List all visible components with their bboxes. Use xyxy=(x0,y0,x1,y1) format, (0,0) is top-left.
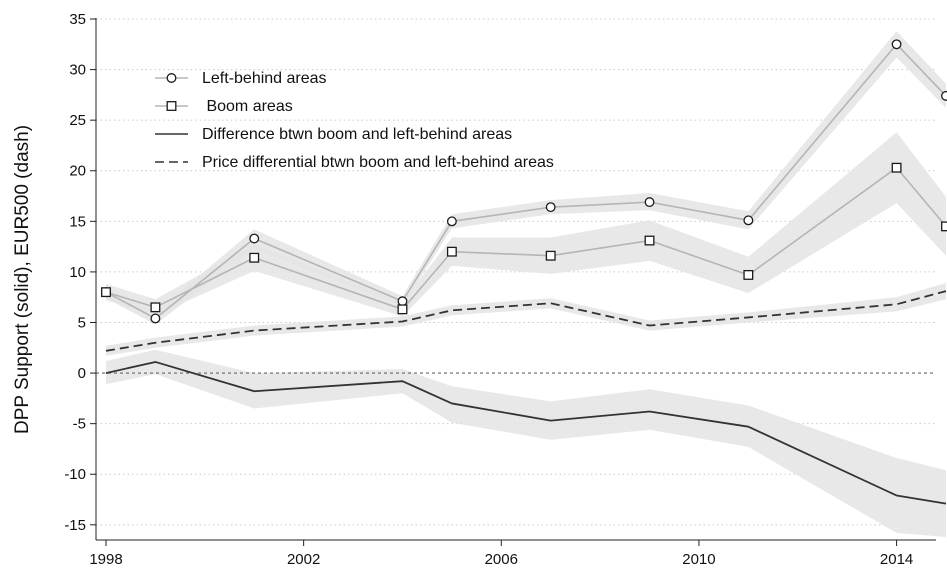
legend-label: Price differential btwn boom and left-be… xyxy=(202,154,554,171)
grid-lines xyxy=(96,18,936,526)
x-tick-label: 2014 xyxy=(880,551,913,568)
data-point xyxy=(397,304,408,315)
legend-marker xyxy=(166,101,177,111)
y-tick-label: 35 xyxy=(69,11,86,28)
series-line xyxy=(105,166,947,311)
data-point xyxy=(249,252,260,263)
data-point xyxy=(446,216,457,227)
y-tick-label: 20 xyxy=(69,163,86,180)
axes: -15 -10 -5 0 5 10 15 20 25 30 35 1998 2002 2006 2010 20… xyxy=(64,11,936,568)
legend-marker xyxy=(166,73,177,83)
legend-label: Left-behind areas xyxy=(202,70,327,87)
confidence-band xyxy=(106,283,946,356)
data-point xyxy=(743,215,754,226)
series-line xyxy=(105,43,947,320)
legend: Left-behind areas Boom areas Difference b… xyxy=(155,70,554,171)
legend-label: Difference btwn boom and left-behind are… xyxy=(202,126,512,143)
series-lines xyxy=(105,43,947,505)
legend-label: Boom areas xyxy=(202,98,293,115)
data-point xyxy=(743,269,754,280)
y-tick-label: -15 xyxy=(64,517,86,534)
data-point xyxy=(891,39,902,50)
y-tick-label: -10 xyxy=(64,466,86,483)
data-point xyxy=(891,162,902,173)
confidence-band xyxy=(106,349,946,537)
x-tick-label: 2010 xyxy=(682,551,715,568)
x-tick-label: 2002 xyxy=(287,551,320,568)
y-tick-label: 25 xyxy=(69,112,86,129)
series-markers xyxy=(101,39,947,324)
data-point xyxy=(150,302,161,313)
y-tick-label: 30 xyxy=(69,62,86,79)
data-point xyxy=(150,313,161,324)
data-point xyxy=(941,90,947,101)
data-point xyxy=(249,233,260,244)
data-point xyxy=(545,250,556,261)
x-tick-label: 1998 xyxy=(89,551,122,568)
data-point xyxy=(397,296,408,307)
series-line xyxy=(105,290,947,352)
y-tick-label: -5 xyxy=(73,416,86,433)
series-line xyxy=(105,361,947,505)
y-tick-label: 0 xyxy=(78,365,86,382)
data-point xyxy=(101,287,111,298)
x-tick-label: 2006 xyxy=(485,551,518,568)
y-tick-label: 5 xyxy=(78,314,86,331)
data-point xyxy=(446,246,457,257)
data-point xyxy=(644,235,655,246)
y-axis-title: DPP Support (solid), EUR500 (dash) xyxy=(12,125,33,434)
y-tick-label: 15 xyxy=(69,213,86,230)
data-point xyxy=(941,221,947,232)
y-tick-label: 10 xyxy=(69,264,86,281)
data-point xyxy=(545,202,556,213)
data-point xyxy=(644,197,655,208)
